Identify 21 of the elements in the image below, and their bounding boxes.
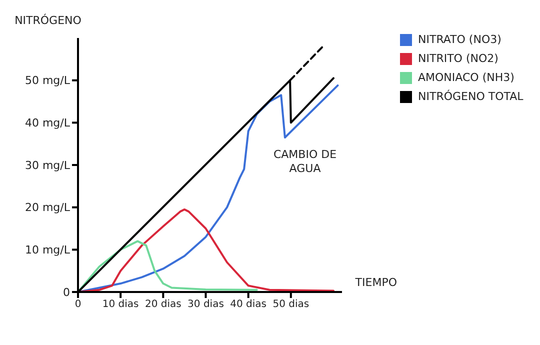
x-tick-label: 10 dias [102, 299, 139, 310]
x-tick-label: 50 dias [272, 299, 310, 310]
x-tick-label: 20 dias [144, 299, 182, 310]
y-tick-label: 50 mg/L [24, 74, 71, 88]
legend-label: NITRITO (NO2) [418, 51, 498, 67]
annotation: CAMBIO DE AGUA [272, 148, 338, 176]
x-tick-label: 0 [74, 299, 82, 310]
legend-label: NITRATO (NO3) [418, 32, 502, 48]
x-tick-label: 30 dias [188, 299, 224, 310]
legend-label: NITRÓGENO TOTAL [418, 88, 524, 105]
legend-label: AMONIACO (NH3) [418, 70, 514, 86]
x-tick-label: 40 dias [230, 299, 267, 310]
y-tick-label: 10 mg/L [24, 244, 71, 257]
y-axis-title: NITRÓGENO [14, 13, 82, 27]
y-tick-label: 20 mg/L [24, 201, 71, 214]
y-tick-label: 40 mg/L [24, 116, 71, 130]
y-tick-label: 0 [63, 286, 70, 299]
y-tick-label: 30 mg/L [24, 158, 71, 172]
line-series [78, 240, 258, 292]
line-series [78, 208, 334, 292]
x-axis-title: TIEMPO [354, 276, 398, 289]
